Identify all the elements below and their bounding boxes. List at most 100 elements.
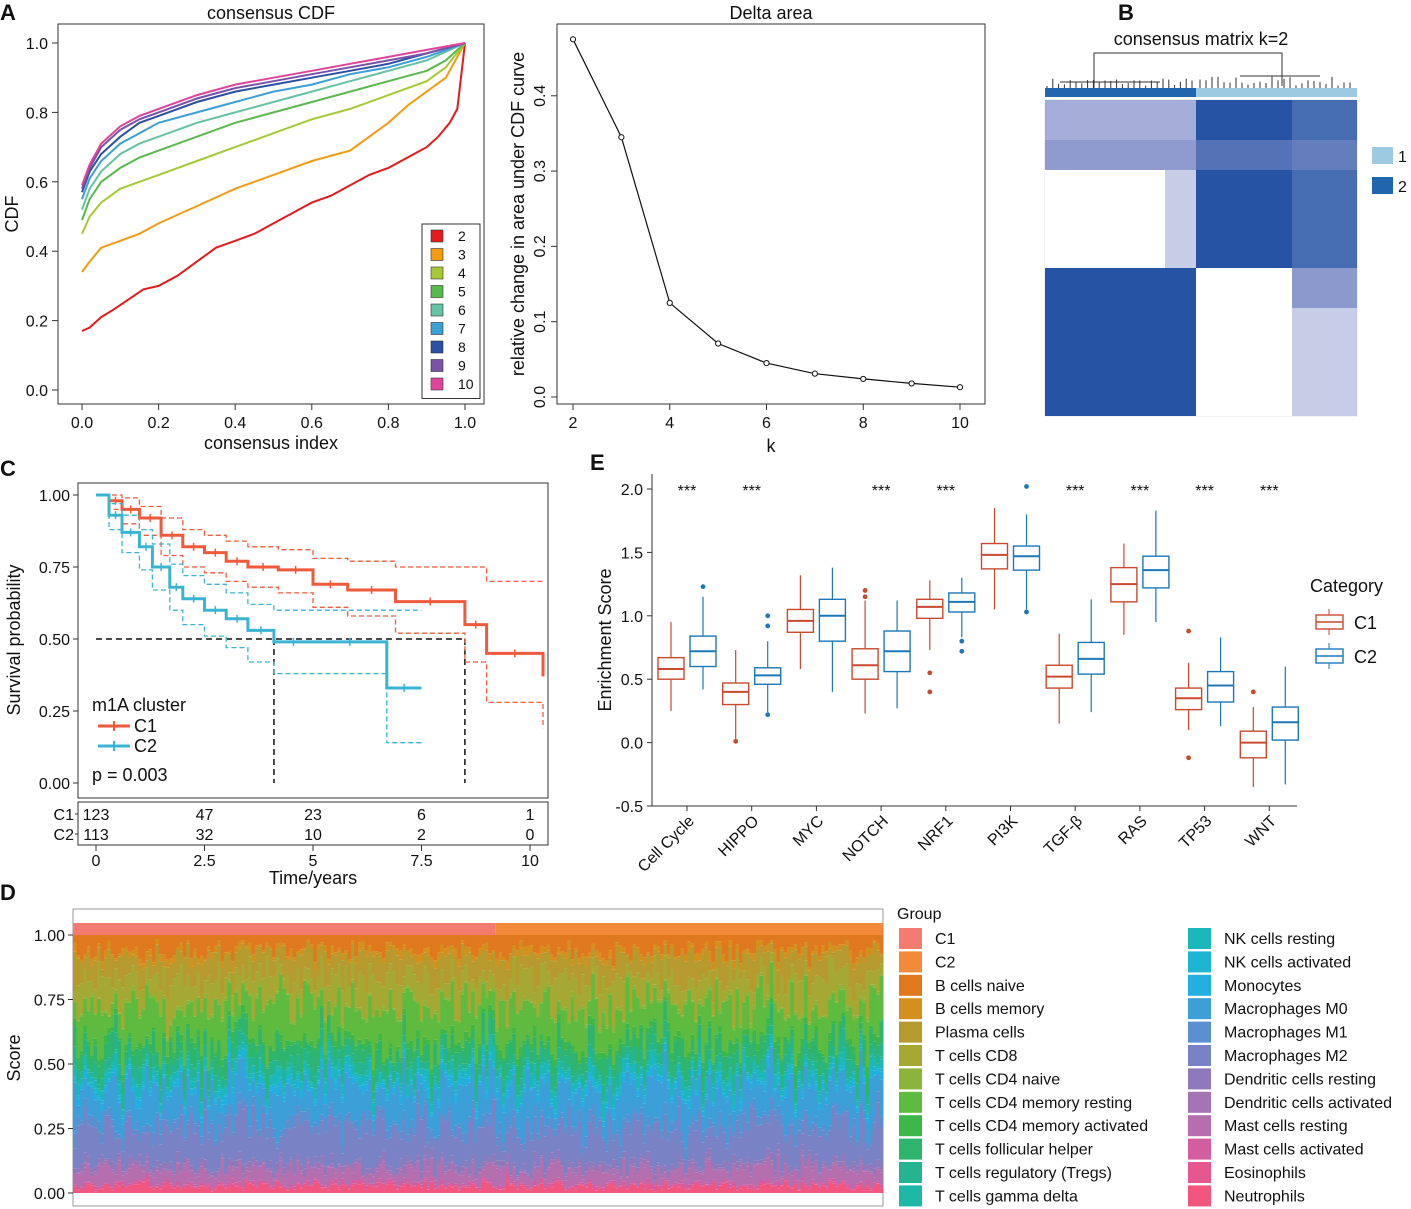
d-segment-plasma-cells [254,948,259,972]
d-segment-macrophages-m1 [488,1113,493,1126]
d-segment-nk-cells-activated [532,1079,537,1084]
d-segment-t-cells-gamma-delta [93,1077,98,1081]
d-segment-eosinophils [484,1181,489,1183]
d-segment-nk-cells-resting [381,1080,386,1084]
d-segment-t-cells-cd8 [189,987,194,1001]
d-segment-t-cells-cd4-naive [769,961,774,963]
d-segment-eosinophils [138,1182,143,1185]
d-segment-t-cells-cd4-memory-resting [412,1001,417,1052]
d-segment-macrophages-m1 [447,1106,451,1112]
d-segment-t-cells-cd4-naive [76,1020,81,1022]
d-segment-t-cells-gamma-delta [97,1088,101,1091]
d-segment-b-cells-naive [598,935,602,953]
d-segment-t-cells-regulatory-tregs- [148,1067,153,1080]
d-segment-macrophages-m1 [100,1133,105,1144]
d-segment-b-cells-naive [756,935,760,941]
d-segment-mast-cells-resting [134,1167,139,1180]
d-segment-t-cells-cd4-naive [560,1006,565,1010]
d-segment-monocytes [615,1095,620,1100]
d-segment-mast-cells-resting [230,1169,235,1179]
d-segment-macrophages-m2 [659,1137,664,1167]
d-segment-macrophages-m0 [412,1101,417,1133]
d-segment-t-cells-regulatory-tregs- [292,1066,297,1081]
d-segment-t-cells-cd4-memory-resting [460,994,465,1048]
d-segment-eosinophils [749,1188,753,1191]
e-outlier [1024,609,1029,615]
d-segment-nk-cells-resting [508,1070,513,1081]
d-segment-t-cells-regulatory-tregs- [323,1064,328,1079]
d-segment-t-cells-gamma-delta [148,1079,153,1082]
d-segment-b-cells-memory [687,941,692,952]
d-segment-t-cells-cd4-memory-resting [395,1021,400,1047]
d-segment-nk-cells-activated [611,1105,616,1109]
d-segment-macrophages-m0 [783,1097,788,1136]
c-risk-count-C2: 2 [417,827,426,844]
d-segment-t-cells-regulatory-tregs- [762,1055,767,1071]
d-segment-t-cells-cd4-naive [265,1000,270,1005]
d-segment-nk-cells-resting [79,1081,84,1085]
d-segment-macrophages-m2 [447,1111,451,1163]
d-segment-nk-cells-activated [683,1099,688,1101]
d-segment-dendritic-cells-resting [721,1161,726,1168]
d-segment-t-cells-cd4-naive [299,1013,304,1018]
d-segment-dendritic-cells-resting [604,1164,609,1170]
d-segment-b-cells-memory [745,949,750,954]
d-segment-t-cells-regulatory-tregs- [567,1064,572,1068]
d-segment-dendritic-cells-activated [731,1163,736,1167]
d-segment-monocytes [220,1104,225,1114]
d-segment-b-cells-memory [780,946,784,951]
d-segment-b-cells-memory [587,952,592,958]
d-segment-t-cells-regulatory-tregs- [443,1048,448,1064]
d-segment-monocytes [299,1092,304,1099]
d-segment-t-cells-cd4-memory-activated [371,1069,376,1077]
d-segment-monocytes [179,1067,184,1072]
d-segment-neutrophils [653,1191,657,1193]
d-segment-nk-cells-resting [453,1082,458,1091]
d-segment-macrophages-m0 [604,1111,609,1144]
d-segment-t-cells-regulatory-tregs- [83,1039,88,1056]
d-segment-mast-cells-activated [471,1180,475,1184]
d-segment-t-cells-gamma-delta [347,1055,352,1059]
d-segment-macrophages-m2 [244,1105,249,1164]
d-segment-t-cells-cd4-memory-activated [354,1045,359,1050]
d-segment-t-cells-cd4-memory-resting [749,1027,753,1042]
d-segment-t-cells-regulatory-tregs- [138,1067,143,1085]
d-segment-macrophages-m1 [629,1122,633,1135]
d-segment-mast-cells-activated [670,1184,675,1187]
d-segment-dendritic-cells-resting [189,1165,194,1171]
d-segment-t-cells-regulatory-tregs- [649,1043,654,1051]
d-segment-macrophages-m1 [148,1125,153,1132]
d-segment-t-cells-cd8 [203,980,208,994]
d-segment-t-cells-cd4-naive [241,981,246,985]
d-segment-t-cells-cd8 [591,957,596,972]
d-segment-mast-cells-resting [165,1171,170,1179]
d-segment-t-cells-regulatory-tregs- [313,1076,318,1089]
d-segment-t-cells-cd4-naive [196,996,201,998]
d-segment-dendritic-cells-resting [519,1169,524,1172]
d-segment-macrophages-m1 [182,1137,187,1141]
d-segment-mast-cells-resting [429,1158,434,1178]
d-segment-eosinophils [165,1182,170,1184]
d-segment-plasma-cells [546,950,551,972]
d-segment-macrophages-m2 [529,1140,534,1172]
d-segment-t-cells-cd4-memory-resting [447,1001,451,1048]
d-segment-b-cells-memory [110,954,115,957]
d-segment-mast-cells-activated [436,1186,441,1188]
d-segment-macrophages-m0 [629,1084,633,1123]
d-segment-nk-cells-resting [464,1070,469,1075]
d-segment-t-cells-follicular-helper [488,1012,493,1020]
d-segment-t-cells-regulatory-tregs- [529,1062,534,1074]
d-segment-t-cells-cd8 [450,959,455,979]
d-segment-macrophages-m2 [536,1138,541,1167]
d-segment-macrophages-m2 [653,1122,657,1175]
d-segment-dendritic-cells-activated [412,1166,417,1171]
d-segment-eosinophils [677,1186,681,1188]
d-segment-b-cells-naive [227,935,232,952]
d-segment-dendritic-cells-activated [502,1166,506,1169]
d-segment-macrophages-m0 [543,1083,548,1126]
c-risk-row-label-C2: C2 [54,827,75,844]
d-segment-monocytes [320,1060,324,1069]
d-segment-t-cells-follicular-helper [278,1041,283,1063]
d-segment-t-cells-follicular-helper [601,1059,606,1085]
d-segment-t-cells-cd8 [752,992,757,1006]
